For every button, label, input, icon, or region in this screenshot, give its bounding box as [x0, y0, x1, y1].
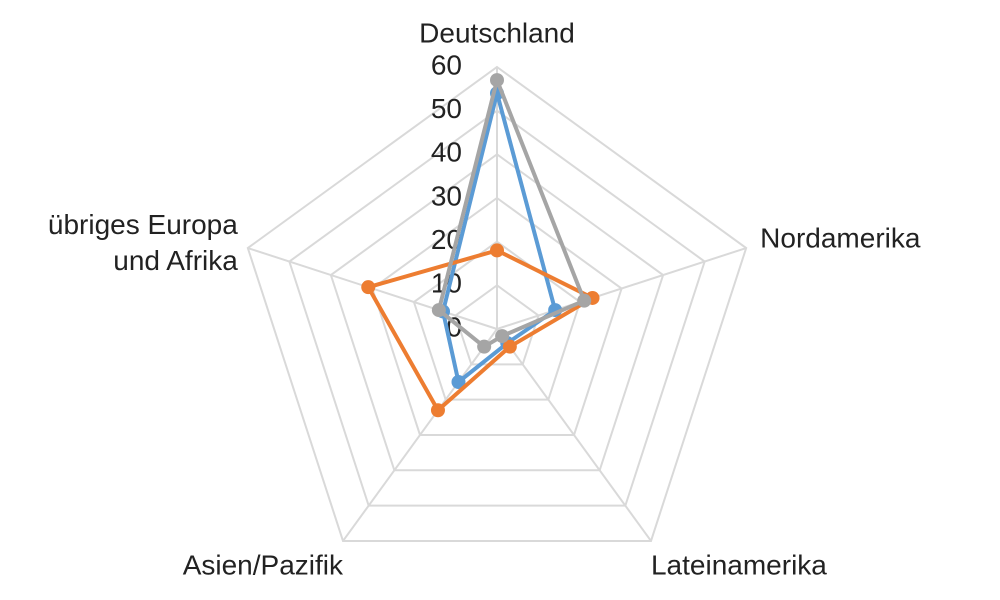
grid-ring [329, 153, 665, 472]
spoke [496, 247, 747, 330]
r-tick-label: 60 [431, 49, 462, 80]
series-line [366, 248, 595, 413]
grid-ring [454, 284, 540, 366]
data-point [361, 280, 376, 295]
category-label: Lateinamerika [651, 549, 827, 580]
data-point [451, 374, 466, 389]
grid-ring [371, 196, 623, 436]
grid-ring [412, 240, 582, 401]
spoke [342, 328, 498, 542]
spoke [496, 328, 652, 542]
category-label: übriges Europa und Afrika [48, 209, 238, 276]
data-point [490, 243, 504, 258]
data-point [495, 329, 510, 344]
series-line [436, 78, 587, 349]
category-label: Deutschland [419, 17, 575, 48]
data-point [431, 303, 446, 318]
category-label: Asien/Pazifik [183, 549, 344, 580]
data-point [430, 403, 445, 418]
r-tick-label: 30 [431, 180, 462, 211]
category-label: Nordamerika [760, 222, 921, 253]
data-point [502, 339, 517, 354]
r-tick-label: 50 [431, 93, 462, 124]
data-point [577, 293, 592, 308]
data-point [477, 339, 492, 354]
grid-ring [246, 65, 748, 542]
grid-ring [288, 109, 706, 507]
r-tick-label: 40 [431, 137, 462, 168]
data-point [490, 73, 504, 88]
